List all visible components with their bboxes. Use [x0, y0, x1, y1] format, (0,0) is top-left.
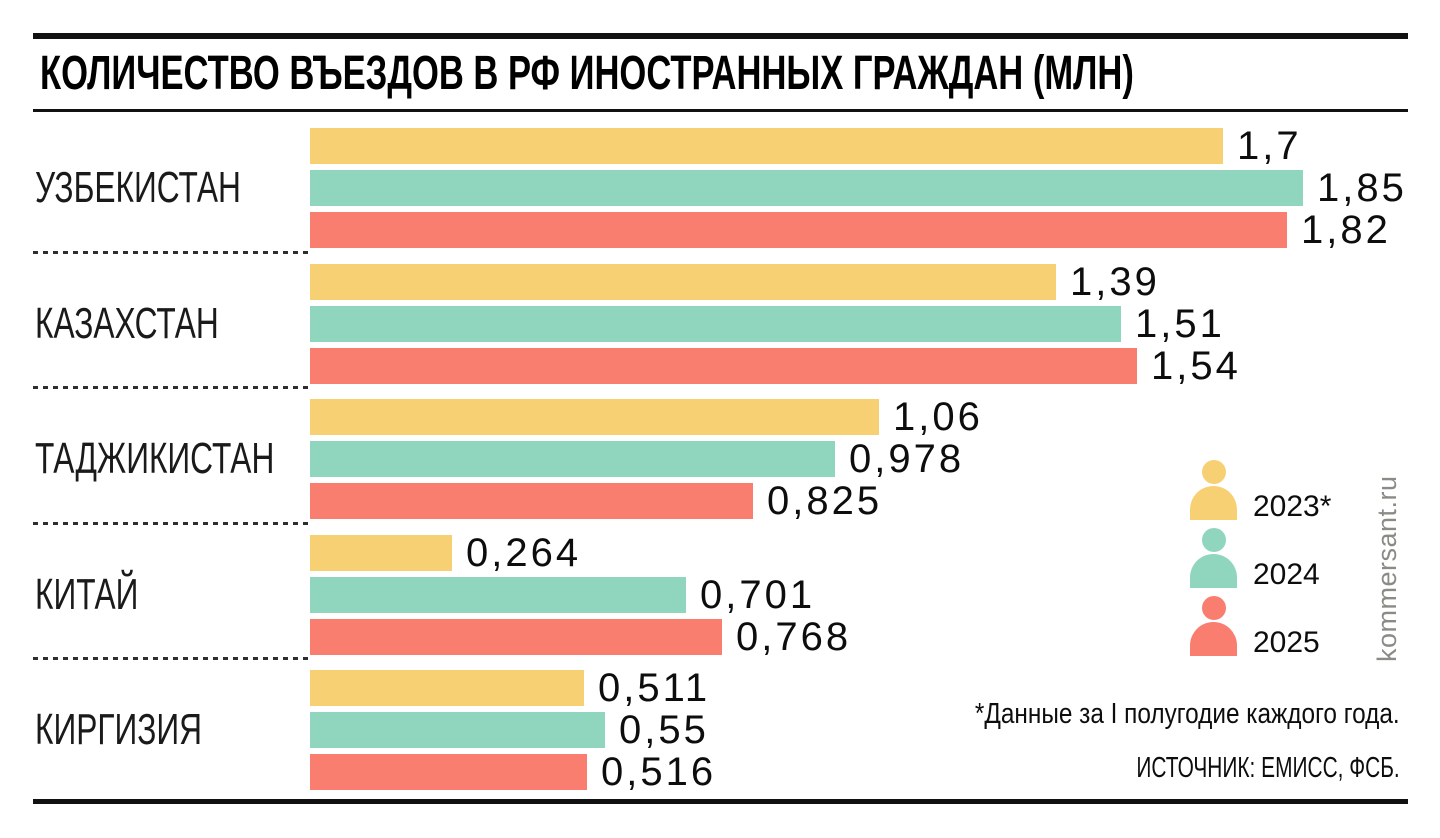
group-separator [33, 251, 310, 254]
source-text: ИСТОЧНИК: ЕМИСС, ФСБ. [1136, 752, 1400, 784]
value-label: 0,701 [700, 573, 816, 617]
value-label: 0,978 [849, 437, 965, 481]
value-label: 0,516 [601, 750, 717, 794]
bar [310, 535, 452, 571]
bar [310, 483, 753, 519]
person-icon-head [1202, 596, 1226, 620]
group-separator [33, 657, 310, 660]
category-label: КАЗАХСТАН [35, 299, 219, 348]
person-icon-head [1202, 460, 1226, 484]
person-icon-head [1202, 528, 1226, 552]
bar [310, 128, 1223, 164]
group-separator [33, 522, 310, 525]
legend-item: 2025 [1190, 596, 1350, 659]
value-label: 0,825 [767, 479, 883, 523]
bar [310, 712, 605, 748]
top-rule [33, 33, 1408, 39]
legend-label: 2025 [1253, 626, 1320, 659]
legend-item: 2024 [1190, 528, 1350, 591]
bar [310, 170, 1303, 206]
bar [310, 212, 1287, 248]
bar [310, 348, 1137, 384]
footnote: *Данные за I полугодие каждого года. [894, 699, 1400, 729]
category-label: УЗБЕКИСТАН [35, 163, 241, 212]
legend-label: 2023* [1253, 490, 1332, 523]
value-label: 1,39 [1070, 260, 1160, 304]
person-icon-body [1190, 554, 1237, 588]
value-label: 1,06 [893, 395, 983, 439]
person-icon [1190, 528, 1237, 588]
bar [310, 399, 879, 435]
bar [310, 441, 835, 477]
bar [310, 670, 584, 706]
person-icon [1190, 460, 1237, 520]
value-label: 0,55 [619, 708, 709, 752]
source-line: ИСТОЧНИК: ЕМИСС, ФСБ. [1034, 753, 1400, 783]
person-icon [1190, 596, 1237, 656]
value-label: 1,51 [1135, 302, 1225, 346]
category-label: КИРГИЗИЯ [35, 705, 203, 754]
bottom-rule [33, 799, 1408, 804]
person-icon-body [1190, 486, 1237, 520]
page-title: КОЛИЧЕСТВО ВЪЕЗДОВ В РФ ИНОСТРАННЫХ ГРАЖ… [40, 50, 1440, 98]
bar [310, 754, 587, 790]
bar [310, 619, 722, 655]
bar [310, 264, 1056, 300]
footnote-text: *Данные за I полугодие каждого года. [975, 698, 1400, 730]
legend-label: 2024 [1253, 558, 1320, 591]
value-label: 1,54 [1151, 344, 1241, 388]
person-icon-body [1190, 622, 1237, 656]
legend-item: 2023* [1190, 460, 1350, 523]
group-separator [33, 386, 310, 389]
kommersant-watermark: kommersant.ru [1372, 475, 1403, 662]
value-label: 0,511 [598, 666, 711, 710]
value-label: 0,768 [736, 615, 852, 659]
value-label: 0,264 [466, 531, 582, 575]
page-title-text: КОЛИЧЕСТВО ВЪЕЗДОВ В РФ ИНОСТРАННЫХ ГРАЖ… [40, 47, 1134, 100]
bar [310, 577, 686, 613]
category-label: ТАДЖИКИСТАН [35, 434, 275, 483]
title-underline [33, 109, 1408, 112]
value-label: 1,82 [1301, 208, 1391, 252]
bar [310, 306, 1121, 342]
kommersant-watermark-text: kommersant.ru [1372, 475, 1402, 662]
value-label: 1,7 [1237, 124, 1302, 168]
value-label: 1,85 [1317, 166, 1407, 210]
category-label: КИТАЙ [35, 570, 139, 619]
